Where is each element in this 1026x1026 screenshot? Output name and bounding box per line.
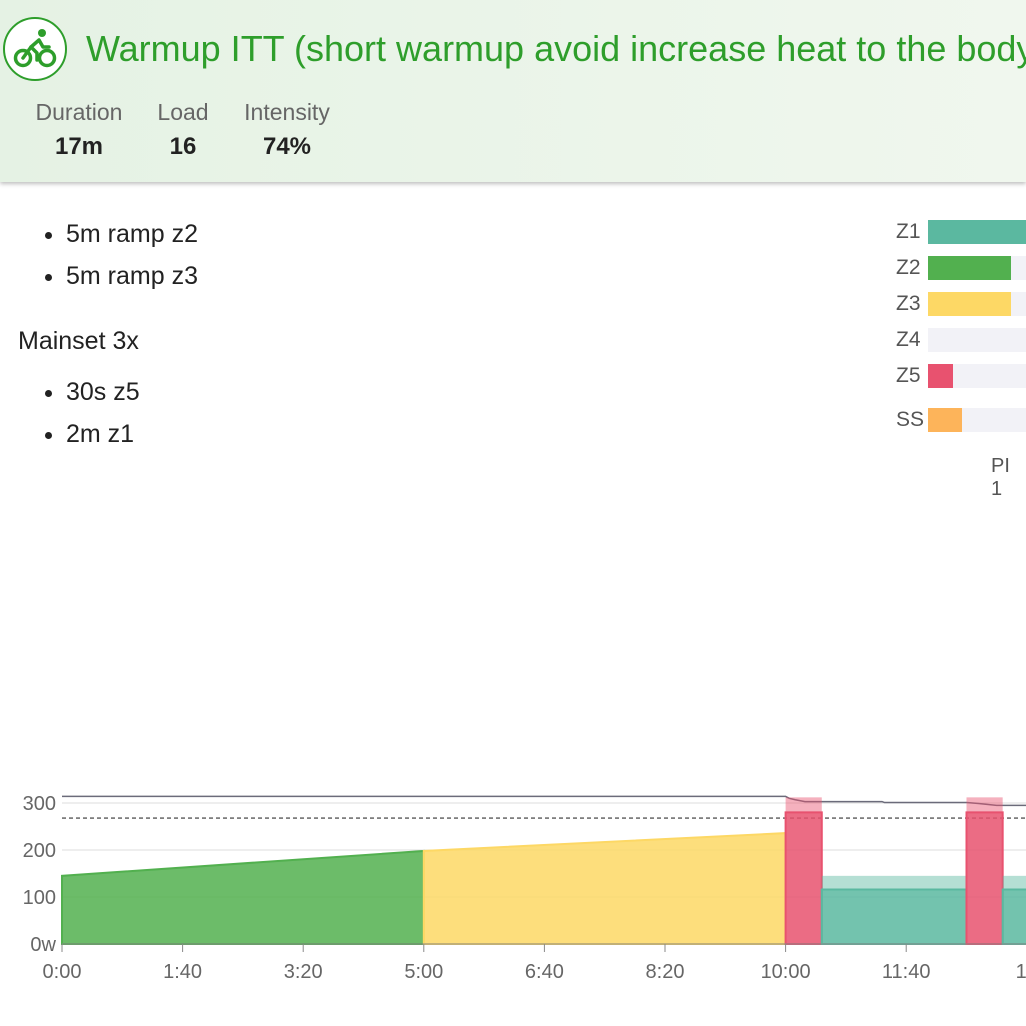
zone-row-z4: Z4 [894,328,1026,352]
stat-value: 17m [54,133,104,160]
warmup-list: 5m ramp z2 5m ramp z3 [18,213,198,297]
y-tick-label: 300 [23,793,56,815]
stat-label: Duration [35,99,123,125]
stat-intensity: Intensity 74% [240,98,334,164]
mainset-heading: Mainset 3x [18,327,139,355]
zone-track [928,364,1026,388]
y-tick-label: 0w [30,934,56,956]
stat-label: Load [157,99,209,125]
zone-label: Z1 [896,220,921,243]
x-tick-label: 6:40 [525,961,564,983]
zone-label: Z4 [896,328,921,351]
zone-bar [928,292,1012,316]
zone-row-z5: Z5 [894,364,1026,388]
mainset-list: 30s z5 2m z1 [18,371,198,455]
list-item: 5m ramp z2 [66,213,198,255]
zone-track [928,220,1026,244]
x-tick-label: 1:40 [163,961,202,983]
zone-row-ss: SS [894,408,1026,432]
list-item: 2m z1 [66,413,198,455]
bike-icon [3,17,67,81]
power-limit-line [62,795,1026,807]
pi-label: PI 1 [991,455,1010,500]
zone-row-z1: Z1 [894,220,1026,244]
list-item: 30s z5 [66,371,198,413]
stat-label: Intensity [244,99,330,125]
power-chart: 0w 100 200 300 0:00 1:40 3:20 5:00 6:40 8:20 10:00… [23,793,1026,983]
zone-row-z3: Z3 [894,292,1026,316]
zone-track [928,408,1026,432]
zone-label: SS [896,408,925,431]
segment-z3 [422,832,787,945]
zone-track [928,292,1026,316]
segment-range [821,875,967,890]
stat-load: Load 16 [154,98,212,164]
segment-z2 [61,849,425,945]
zone-row-z2: Z2 [894,256,1026,280]
segment-range [966,797,1003,813]
x-tick-label: 5:00 [404,961,443,983]
zone-track [928,256,1026,280]
x-tick-label: 10:00 [761,961,811,983]
zone-label: Z3 [896,292,921,315]
x-tick-label: 11:40 [882,961,931,983]
workout-description: 5m ramp z2 5m ramp z3 Mainset 3x 30s z5 … [18,213,198,455]
segment-range [785,797,822,813]
x-tick-label: 8:20 [646,961,685,983]
zone-track [928,328,1026,352]
y-tick-label: 200 [23,840,56,862]
workout-header: Warmup ITT (short warmup avoid increase … [0,0,1026,182]
segment-z1 [820,888,968,945]
segment-range [1002,875,1026,890]
x-tick-label: 0:00 [43,961,82,983]
stat-value: 16 [169,133,197,160]
x-tick-label: 3:20 [284,961,323,983]
zone-label: Z5 [896,364,921,387]
zone-bar [928,408,963,432]
x-tick-label: 13 [1016,961,1026,983]
y-tick-label: 100 [23,887,56,909]
stat-duration: Duration 17m [34,98,124,164]
zone-bar [928,256,1012,280]
stat-value: 74% [262,133,312,160]
segment-z5 [784,811,823,945]
zone-label: Z2 [896,256,921,279]
zone-bar [928,220,1026,244]
segment-z1 [1001,888,1026,945]
zone-bar [928,364,953,388]
workout-title: Warmup ITT (short warmup avoid increase … [86,28,1026,69]
list-item: 5m ramp z3 [66,255,198,297]
segment-z5 [965,811,1004,945]
